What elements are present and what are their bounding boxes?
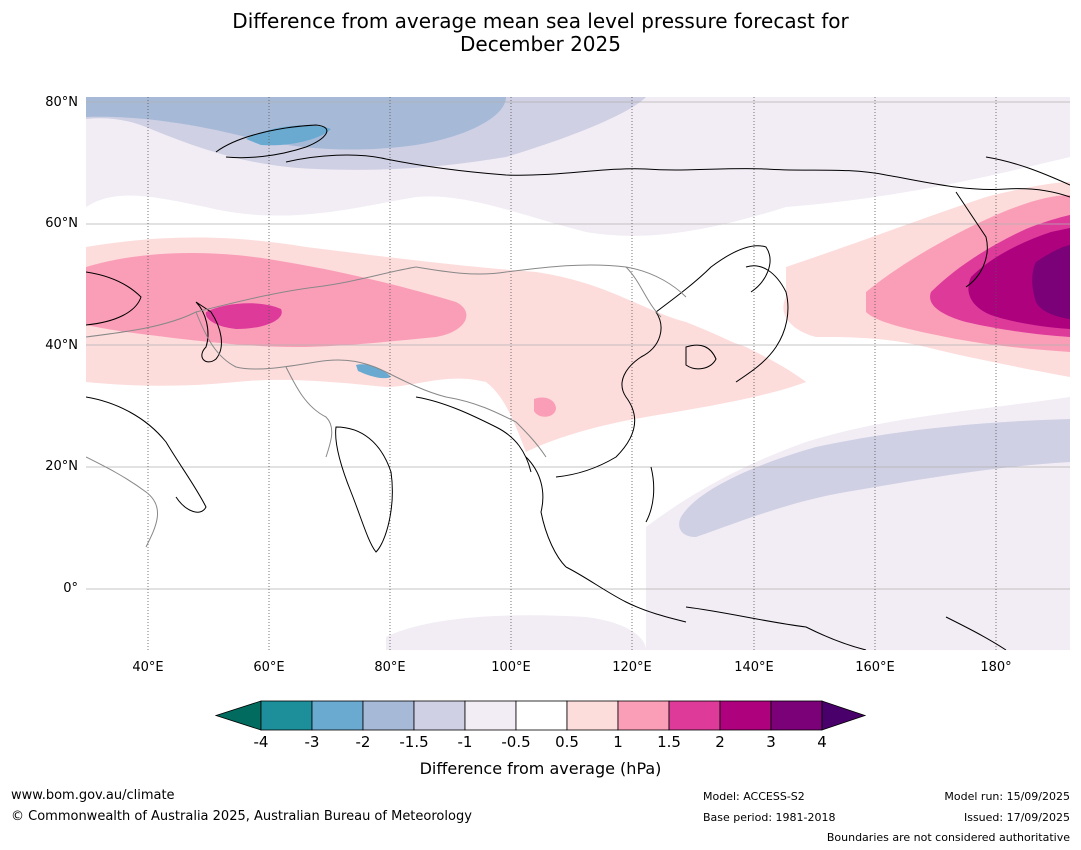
colorbar-tick-label: 1.5 — [657, 733, 681, 751]
colorbar-swatch — [515, 700, 568, 731]
colorbar-title: Difference from average (hPa) — [419, 759, 662, 778]
colorbar-extend-low — [214, 700, 262, 731]
lon-tick-160e: 160°E — [855, 660, 895, 675]
lat-tick-20n: 20°N — [45, 459, 78, 474]
lat-tick-40n: 40°N — [45, 338, 78, 353]
colorbar-swatch — [362, 700, 415, 731]
colorbar-swatch — [617, 700, 670, 731]
lon-tick-40e: 40°E — [132, 660, 164, 675]
anomaly-region-positive-pacific-core — [1032, 245, 1070, 319]
colorbar-tick-label: 2 — [715, 733, 725, 751]
title-line-1: Difference from average mean sea level p… — [232, 9, 849, 33]
lon-tick-140e: 140°E — [734, 660, 774, 675]
colorbar-tick-label: -0.5 — [501, 733, 531, 751]
colorbar-swatch — [566, 700, 619, 731]
disclaimer-text: Boundaries are not considered authoritat… — [826, 831, 1070, 844]
colorbar-swatch — [464, 700, 517, 731]
colorbar-swatch — [668, 700, 721, 731]
anomaly-region-positive-kazakhstan — [86, 252, 467, 347]
lat-tick-0: 0° — [63, 581, 78, 596]
lat-tick-60n: 60°N — [45, 216, 78, 231]
anomaly-region-negative-pacific-band — [679, 419, 1070, 537]
lon-tick-120e: 120°E — [612, 660, 652, 675]
colorbar-tick-label: -3 — [304, 733, 320, 751]
anomaly-region-negative-core — [246, 125, 331, 146]
colorbar-swatch — [770, 700, 823, 731]
website-link[interactable]: www.bom.gov.au/climate — [11, 788, 175, 803]
colorbar-tick-label: -4 — [253, 733, 269, 751]
anomaly-region-negative-tibet — [356, 364, 391, 379]
map-panel — [86, 97, 1070, 650]
pressure-anomaly-map — [86, 97, 1070, 650]
colorbar-tick-label: 3 — [766, 733, 776, 751]
copyright-text: © Commonwealth of Australia 2025, Austra… — [11, 809, 472, 824]
anomaly-region-positive-core — [205, 303, 282, 329]
colorbar-tick-label: 0.5 — [555, 733, 579, 751]
anomaly-region-negative-indian-ocean — [386, 615, 646, 650]
model-run-text: Model run: 15/09/2025 — [944, 790, 1070, 803]
colorbar-swatch — [719, 700, 772, 731]
anomaly-region-positive-china — [586, 322, 806, 384]
title-line-2: December 2025 — [460, 32, 621, 56]
colorbar-swatch — [311, 700, 364, 731]
lon-tick-80e: 80°E — [374, 660, 406, 675]
lon-tick-60e: 60°E — [253, 660, 285, 675]
colorbar-tick-label: -1 — [457, 733, 473, 751]
issued-text: Issued: 17/09/2025 — [963, 811, 1070, 824]
lon-tick-100e: 100°E — [491, 660, 531, 675]
colorbar-tick-label: 4 — [817, 733, 827, 751]
colorbar-extend-high — [821, 700, 867, 731]
colorbar-swatch — [260, 700, 313, 731]
colorbar-swatches — [214, 700, 867, 731]
anomaly-region-positive-small — [534, 397, 556, 417]
lat-tick-80n: 80°N — [45, 95, 78, 110]
latitude-gridlines — [86, 101, 1070, 590]
colorbar-tick-label: -1.5 — [399, 733, 429, 751]
colorbar-tick-label: -2 — [355, 733, 371, 751]
base-period-text: Base period: 1981-2018 — [703, 811, 836, 824]
model-text: Model: ACCESS-S2 — [703, 790, 805, 803]
coastlines — [86, 124, 1070, 650]
colorbar-tick-label: 1 — [613, 733, 623, 751]
map-title: Difference from average mean sea level p… — [0, 10, 1081, 56]
anomaly-region-negative-ural — [86, 157, 166, 197]
country-borders — [86, 264, 687, 548]
colorbar-swatch — [413, 700, 466, 731]
anomaly-region-negative-scandinavia — [86, 97, 506, 150]
lon-tick-180: 180° — [980, 660, 1012, 675]
